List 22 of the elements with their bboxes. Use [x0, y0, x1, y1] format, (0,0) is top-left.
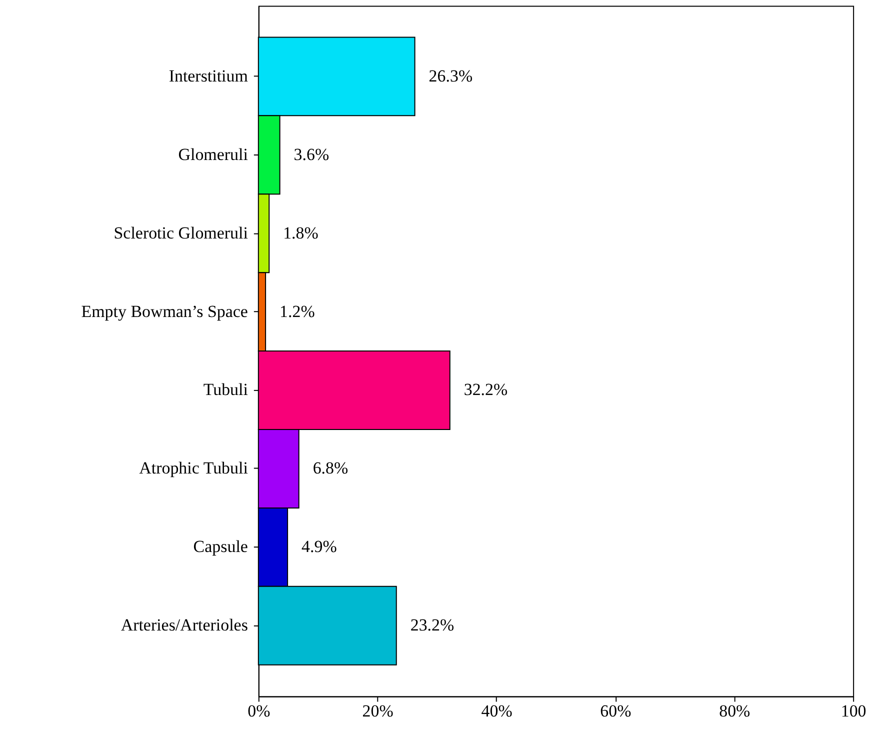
- x-tick-label: 60%: [600, 702, 632, 721]
- y-tick-label: Atrophic Tubuli: [139, 458, 248, 478]
- y-tick-label: Glomeruli: [178, 144, 248, 164]
- data-label: 4.9%: [302, 537, 337, 556]
- x-tick-label: 80%: [719, 702, 750, 721]
- y-tick-label: Tubuli: [203, 380, 248, 400]
- x-tick-label: 20%: [362, 702, 394, 721]
- data-label: 23.2%: [410, 616, 454, 635]
- data-label: 32.2%: [464, 380, 508, 400]
- data-label: 3.6%: [294, 144, 330, 164]
- data-label: 1.2%: [280, 302, 315, 321]
- y-tick-label: Capsule: [193, 537, 248, 556]
- y-tick-label: Empty Bowman’s Space: [81, 302, 248, 321]
- y-tick-label: Sclerotic Glomeruli: [114, 223, 248, 242]
- x-tick-label: 40%: [481, 702, 512, 721]
- y-tick-label: Interstitium: [168, 66, 248, 86]
- y-tick-label: Arteries/Arterioles: [120, 616, 248, 635]
- x-tick-label: 0%: [248, 702, 270, 721]
- x-tick-label: 100: [840, 702, 866, 721]
- data-label: 1.8%: [283, 223, 318, 242]
- data-label: 6.8%: [312, 458, 348, 478]
- data-label: 26.3%: [428, 66, 473, 86]
